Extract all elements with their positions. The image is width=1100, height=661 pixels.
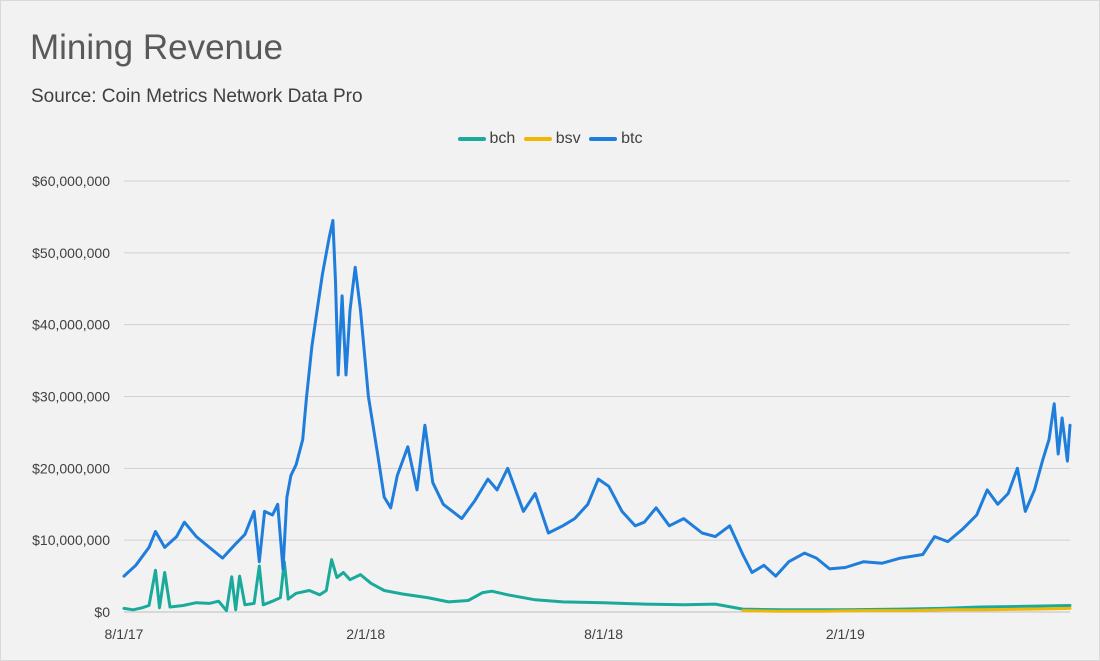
- y-tick-label: $10,000,000: [32, 532, 110, 548]
- series-line-bch: [122, 558, 1072, 613]
- x-tick-label: 2/1/18: [346, 626, 385, 642]
- y-tick-label: $30,000,000: [32, 389, 110, 405]
- x-tick-label: 8/1/18: [584, 626, 623, 642]
- legend-label-bch: bch: [489, 130, 516, 147]
- x-tick-label: 2/1/19: [826, 626, 865, 642]
- y-tick-label: $40,000,000: [32, 317, 110, 333]
- series-line-bsv: [741, 606, 1072, 613]
- legend-swatch-bch: [457, 137, 486, 141]
- legend-swatch-btc: [589, 137, 618, 141]
- y-tick-label: $0: [94, 604, 110, 620]
- chart-title: Mining Revenue: [30, 28, 283, 67]
- chart-subtitle: Source: Coin Metrics Network Data Pro: [31, 86, 363, 107]
- y-tick-label: $60,000,000: [32, 173, 110, 189]
- y-axis-ticks: $0 $10,000,000 $20,000,000 $30,000,000 $40,0…: [32, 173, 110, 620]
- legend-swatch-bsv: [523, 137, 552, 141]
- legend-label-btc: btc: [621, 130, 643, 147]
- series-lines: [122, 219, 1072, 613]
- legend-item-btc: btc: [589, 130, 642, 148]
- legend-label-bsv: bsv: [555, 130, 581, 147]
- x-tick-label: 8/1/17: [105, 626, 144, 642]
- x-axis-ticks: 8/1/17 2/1/18 8/1/18 2/1/19: [105, 626, 865, 642]
- legend-item-bsv: bsv: [523, 130, 581, 148]
- chart-legend: bch bsv btc: [0, 128, 1100, 148]
- y-tick-label: $50,000,000: [32, 245, 110, 261]
- legend-item-bch: bch: [457, 130, 516, 148]
- series-line-btc: [122, 219, 1072, 578]
- y-tick-label: $20,000,000: [32, 460, 110, 476]
